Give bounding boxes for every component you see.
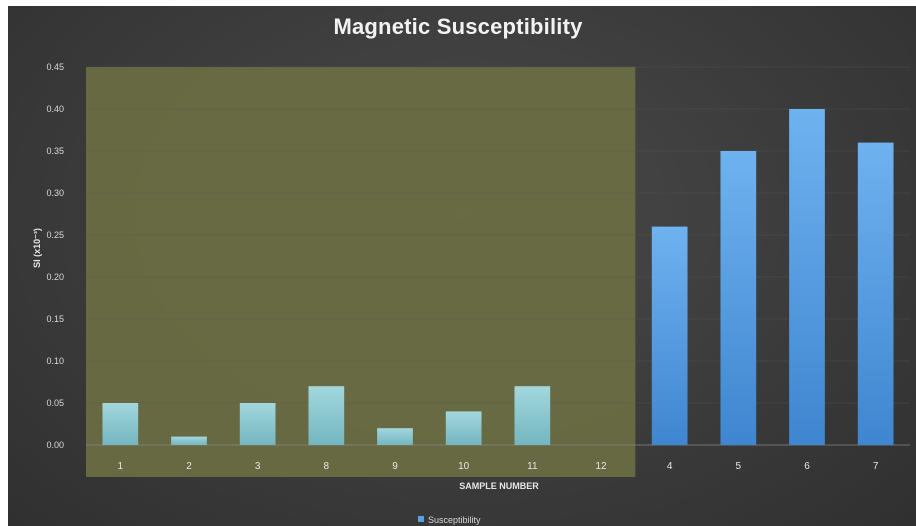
highlight-region — [86, 67, 636, 477]
legend-swatch — [418, 516, 424, 522]
bar-sample-11 — [514, 386, 551, 445]
y-tick-label: 0.25 — [46, 230, 64, 240]
x-tick-label: 12 — [595, 461, 607, 472]
x-tick-label: 11 — [527, 461, 538, 472]
x-tick-label: 6 — [804, 461, 810, 472]
y-tick-label: 0.35 — [46, 146, 64, 156]
chart-title: Magnetic Susceptibility — [333, 14, 583, 39]
y-tick-label: 0.00 — [46, 440, 64, 450]
bar-sample-1 — [102, 403, 139, 445]
y-tick-label: 0.15 — [46, 314, 64, 324]
y-tick-label: 0.20 — [46, 272, 64, 282]
x-tick-label: 2 — [186, 461, 192, 472]
legend: Susceptibility — [418, 515, 481, 525]
bar-sample-8 — [308, 386, 345, 445]
y-tick-label: 0.05 — [46, 398, 64, 408]
bar-sample-6 — [789, 109, 825, 445]
legend-entry: Susceptibility — [428, 515, 481, 525]
x-tick-label: 5 — [736, 461, 742, 472]
y-tick-label: 0.10 — [46, 356, 64, 366]
x-tick-label: 10 — [458, 461, 470, 472]
bar-sample-4 — [651, 226, 688, 445]
x-tick-label: 3 — [255, 461, 261, 472]
x-tick-label: 8 — [324, 461, 330, 472]
x-axis-label: SAMPLE NUMBER — [459, 481, 539, 491]
bar-sample-7 — [857, 142, 894, 445]
bar-sample-9 — [377, 428, 413, 445]
y-axis-label: SI (x10⁻³) — [32, 228, 42, 268]
bar-sample-5 — [720, 151, 757, 445]
y-tick-label: 0.30 — [46, 188, 64, 198]
x-tick-label: 1 — [118, 461, 124, 472]
x-tick-label: 9 — [392, 461, 398, 472]
y-tick-label: 0.45 — [46, 62, 64, 72]
x-tick-label: 4 — [667, 461, 673, 472]
bar-sample-3 — [239, 403, 276, 445]
bar-sample-10 — [445, 411, 482, 445]
x-tick-label: 7 — [873, 461, 879, 472]
y-tick-label: 0.40 — [46, 104, 64, 114]
bar-sample-2 — [171, 436, 207, 445]
